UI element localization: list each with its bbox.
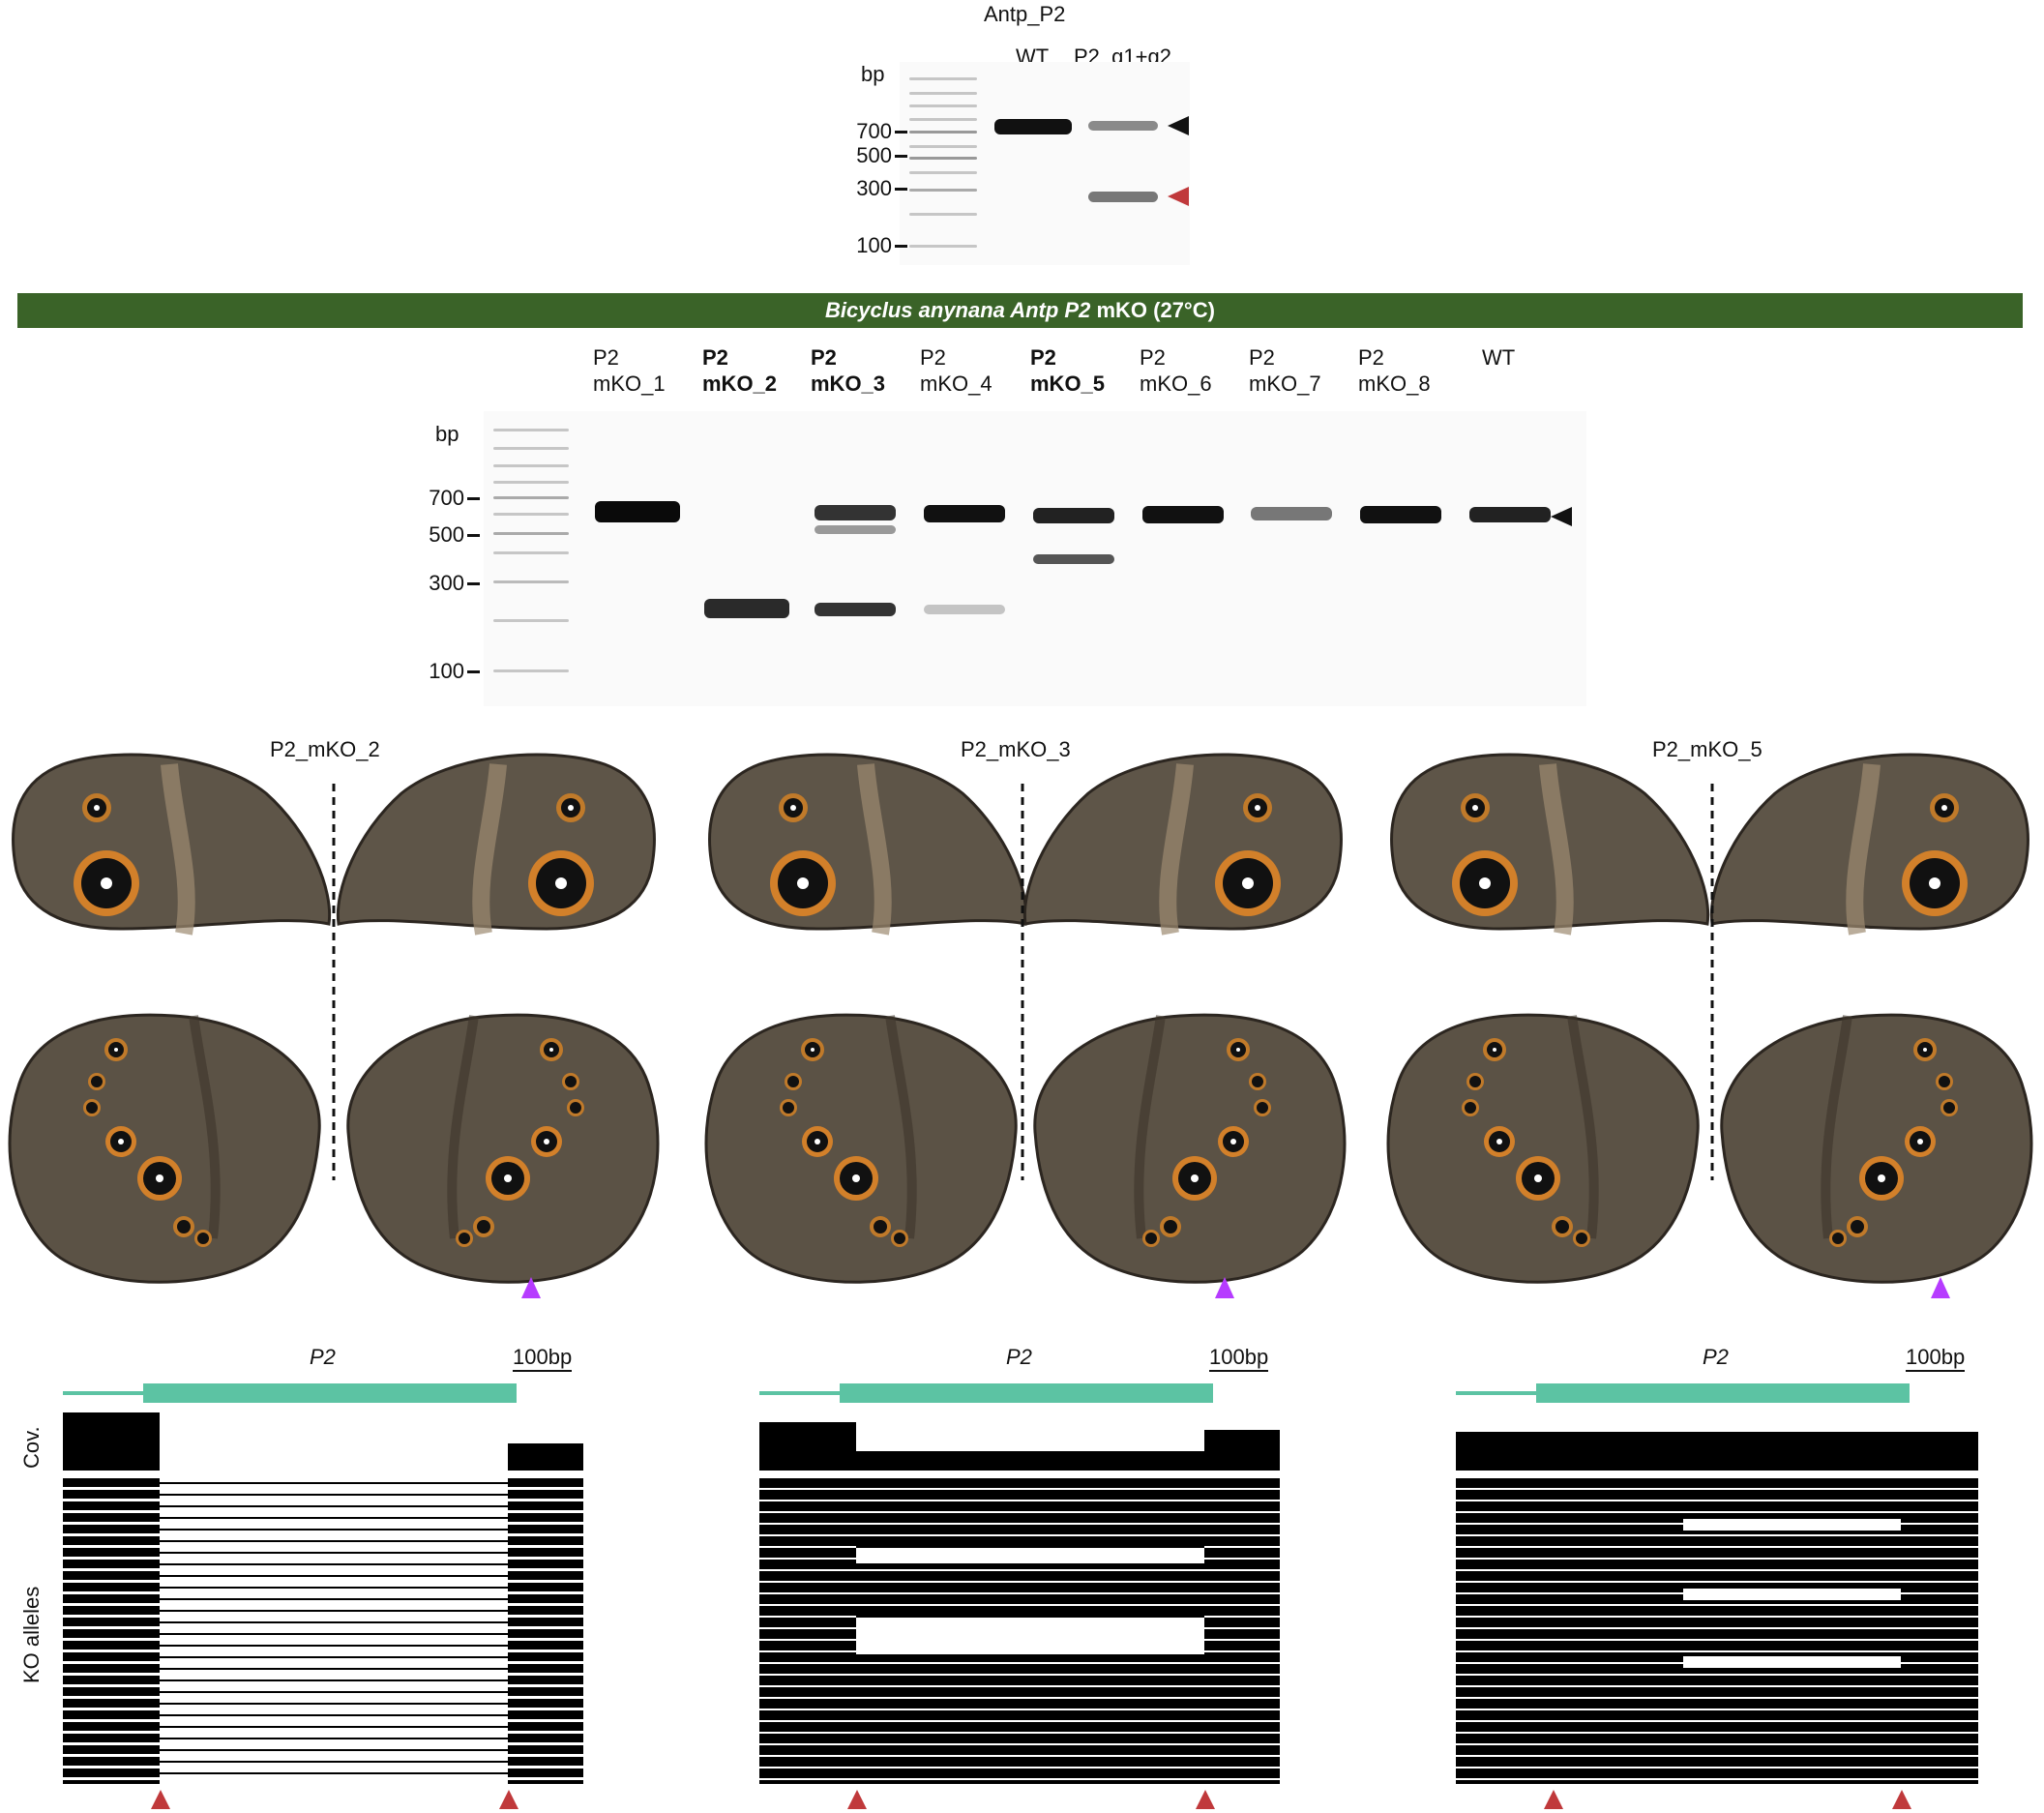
gel2-band bbox=[1142, 506, 1224, 523]
gel2-lane-5: P2 mKO_5 bbox=[1030, 345, 1106, 396]
track1-reads-left bbox=[63, 1478, 160, 1784]
butterfly-p2-mko-3 bbox=[706, 755, 1345, 1282]
gel2-marker-700: 700 bbox=[429, 486, 464, 510]
gel1-marker-100: 100 bbox=[856, 233, 892, 257]
gel2-wt-arrow-icon bbox=[1551, 507, 1572, 526]
gel2-lane-3: P2 mKO_3 bbox=[811, 345, 886, 396]
phenotype-arrow-icon bbox=[521, 1277, 541, 1298]
gel1-bp-label: bp bbox=[861, 62, 885, 86]
gel2-band bbox=[1360, 506, 1441, 523]
track1-gene: P2 bbox=[310, 1345, 336, 1369]
gel2-lane-6: P2 mKO_6 bbox=[1140, 345, 1212, 396]
gel1-band-g1g2-upper bbox=[1088, 121, 1158, 131]
section-banner: Bicyclus anynana Antp P2 mKO (27°C) bbox=[17, 293, 2023, 328]
butterfly-p2-mko-2 bbox=[10, 755, 658, 1282]
gel1-marker-300: 300 bbox=[856, 176, 892, 200]
cut-site-arrow-icon bbox=[499, 1790, 518, 1809]
track2-exon bbox=[840, 1383, 1213, 1403]
ko-alleles-label: KO alleles bbox=[19, 1586, 44, 1683]
cut-site-arrow-icon bbox=[1196, 1790, 1215, 1809]
butterfly-label-3: P2_mKO_5 bbox=[1652, 737, 1763, 761]
track2-intron bbox=[759, 1391, 842, 1395]
gel1-deletion-arrow-icon bbox=[1168, 187, 1189, 206]
gel2-band bbox=[595, 501, 680, 522]
track2-gene: P2 bbox=[1006, 1345, 1032, 1369]
track1-scale: 100bp bbox=[513, 1345, 573, 1372]
track3-intron bbox=[1456, 1391, 1538, 1395]
banner-gene: Antp bbox=[1004, 298, 1059, 322]
gel1-band-wt bbox=[994, 119, 1072, 134]
gel2-band bbox=[815, 603, 896, 616]
butterfly-photos bbox=[0, 716, 2044, 1306]
banner-p2: P2 bbox=[1058, 298, 1091, 322]
track1-deletions bbox=[160, 1478, 508, 1784]
track3-scale: 100bp bbox=[1906, 1345, 1966, 1372]
gel1-marker-500: 500 bbox=[856, 143, 892, 167]
gel1-marker-700: 700 bbox=[856, 119, 892, 143]
gel2-band bbox=[704, 599, 789, 618]
track2-scale: 100bp bbox=[1209, 1345, 1269, 1372]
gel2-band bbox=[924, 605, 1005, 614]
track1-intron bbox=[63, 1391, 145, 1395]
cut-site-arrow-icon bbox=[151, 1790, 170, 1809]
banner-rest: mKO (27°C) bbox=[1090, 298, 1215, 322]
track3-exon bbox=[1536, 1383, 1910, 1403]
butterfly-label-2: P2_mKO_3 bbox=[961, 737, 1071, 761]
gel1-wt-arrow-icon bbox=[1168, 116, 1189, 135]
banner-species: Bicyclus anynana bbox=[825, 298, 1005, 322]
gel2-lane-2: P2 mKO_2 bbox=[702, 345, 778, 396]
gel2-band bbox=[1033, 554, 1114, 564]
track1-reads-right bbox=[508, 1478, 583, 1784]
gel2-lane-wt: WT bbox=[1482, 345, 1516, 370]
gel1-band-g1g2-lower bbox=[1088, 192, 1158, 202]
gel2-band bbox=[815, 505, 896, 520]
gel2-marker-500: 500 bbox=[429, 522, 464, 547]
gel2-band bbox=[1033, 508, 1114, 523]
gel2-marker-300: 300 bbox=[429, 571, 464, 595]
gel2-band bbox=[1251, 507, 1332, 520]
phenotype-arrow-icon bbox=[1215, 1277, 1234, 1298]
gel2-lane-1: P2 mKO_1 bbox=[593, 345, 666, 396]
gel2-lane-8: P2 mKO_8 bbox=[1358, 345, 1431, 396]
gel2-band bbox=[1469, 507, 1551, 522]
track3-gene: P2 bbox=[1703, 1345, 1729, 1369]
phenotype-arrow-icon bbox=[1931, 1277, 1950, 1298]
cut-site-arrow-icon bbox=[847, 1790, 867, 1809]
gel2-marker-100: 100 bbox=[429, 659, 464, 683]
gel1-title: Antp_P2 bbox=[984, 2, 1066, 26]
cut-site-arrow-icon bbox=[1544, 1790, 1563, 1809]
gel2-band bbox=[924, 505, 1005, 522]
cov-label: Cov. bbox=[19, 1426, 44, 1469]
butterfly-p2-mko-5 bbox=[1388, 755, 2031, 1282]
gel2-lane-4: P2 mKO_4 bbox=[920, 345, 992, 396]
butterfly-label-1: P2_mKO_2 bbox=[270, 737, 380, 761]
track1-exon bbox=[143, 1383, 517, 1403]
gel1-image bbox=[900, 62, 1190, 265]
cut-site-arrow-icon bbox=[1892, 1790, 1911, 1809]
gel2-lane-7: P2 mKO_7 bbox=[1249, 345, 1321, 396]
gel2-band bbox=[815, 525, 896, 534]
gel2-bp-label: bp bbox=[435, 422, 459, 446]
